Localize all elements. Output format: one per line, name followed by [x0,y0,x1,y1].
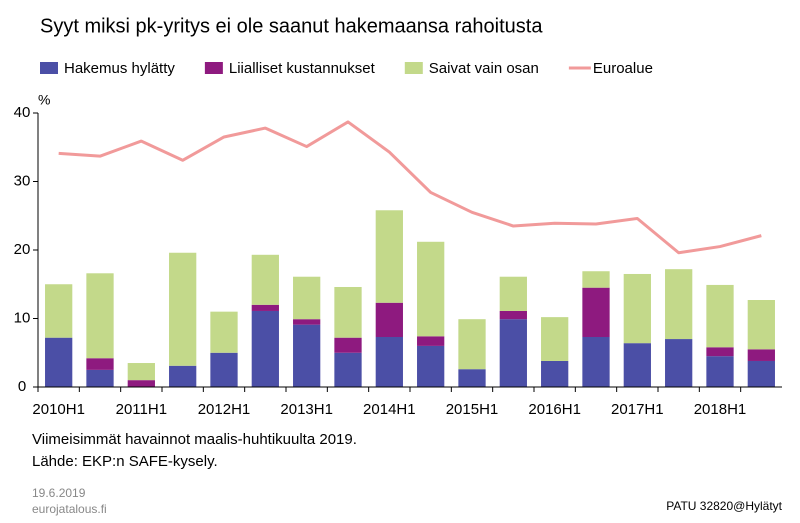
bar [169,252,197,366]
bar [499,276,527,311]
code: PATU 32820@Hylätyt [666,499,782,513]
bar [582,271,610,288]
y-tick-label: 0 [18,378,26,395]
bar [541,317,569,361]
y-tick-label: 40 [14,104,31,121]
bar [375,302,403,337]
bar [293,276,321,320]
legend-swatch [204,62,223,74]
bar [747,300,775,350]
note: Viimeisimmät havainnot maalis-huhtikuult… [32,431,357,448]
bar [417,336,445,346]
bar [169,365,197,387]
y-unit: % [38,92,50,108]
bar [251,254,279,305]
y-tick-label: 20 [14,241,31,258]
bar [45,337,73,387]
bar [458,369,486,387]
note: Lähde: EKP:n SAFE-kysely. [32,453,218,470]
legend-label: Liialliset kustannukset [229,60,376,77]
x-tick-label: 2012H1 [198,401,251,418]
bar [334,352,362,387]
bar [45,284,73,338]
legend-swatch [40,62,58,74]
bar [334,286,362,338]
x-tick-label: 2010H1 [32,401,85,418]
bar [541,360,569,387]
bar [375,336,403,387]
bar [210,352,238,387]
x-tick-label: 2011H1 [116,401,167,418]
x-tick-label: 2018H1 [694,401,747,418]
bar [582,336,610,387]
legend-label: Saivat vain osan [429,60,539,77]
bar [499,319,527,387]
date: 19.6.2019 [32,486,86,500]
bar [86,358,114,370]
legend-swatch [404,62,423,74]
bar [334,337,362,353]
bar [706,284,734,348]
bar [706,347,734,357]
bar [127,363,155,381]
bar [582,287,610,337]
x-tick-label: 2016H1 [528,401,581,418]
x-tick-label: 2013H1 [280,401,333,418]
bar [251,310,279,387]
x-tick-label: 2015H1 [446,401,499,418]
y-tick-label: 10 [14,309,31,326]
x-tick-label: 2017H1 [611,401,664,418]
site: eurojatalous.fi [32,502,107,516]
bar [623,343,651,387]
bar [293,324,321,387]
bar [293,319,321,325]
bar [127,380,155,387]
bar [86,273,114,359]
bar [747,360,775,387]
chart-title: Syyt miksi pk-yritys ei ole saanut hakem… [40,15,543,37]
bar [251,304,279,311]
bar [665,339,693,387]
bar [210,311,238,353]
legend-label: Hakemus hylätty [64,60,175,77]
y-tick-label: 30 [14,172,31,189]
bar [623,273,651,344]
bar [417,241,445,337]
legend-label: Euroalue [593,60,653,77]
bar [458,319,486,370]
x-tick-label: 2014H1 [363,401,416,418]
bar [665,269,693,340]
bar [499,310,527,320]
line [58,120,762,255]
bar [747,349,775,361]
bar [375,210,403,303]
bar [417,345,445,387]
bar [706,356,734,387]
bar [86,369,114,387]
